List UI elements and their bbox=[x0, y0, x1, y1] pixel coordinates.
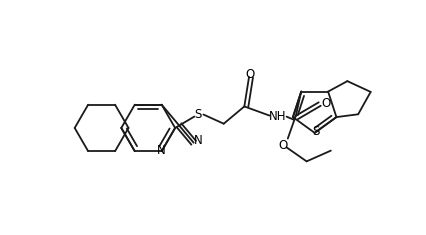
Text: O: O bbox=[320, 97, 330, 110]
Text: NH: NH bbox=[268, 110, 286, 123]
Text: O: O bbox=[245, 67, 254, 81]
Text: S: S bbox=[194, 108, 201, 121]
Text: N: N bbox=[194, 134, 202, 147]
Text: N: N bbox=[157, 144, 166, 157]
Text: O: O bbox=[277, 139, 287, 152]
Text: S: S bbox=[311, 125, 319, 138]
